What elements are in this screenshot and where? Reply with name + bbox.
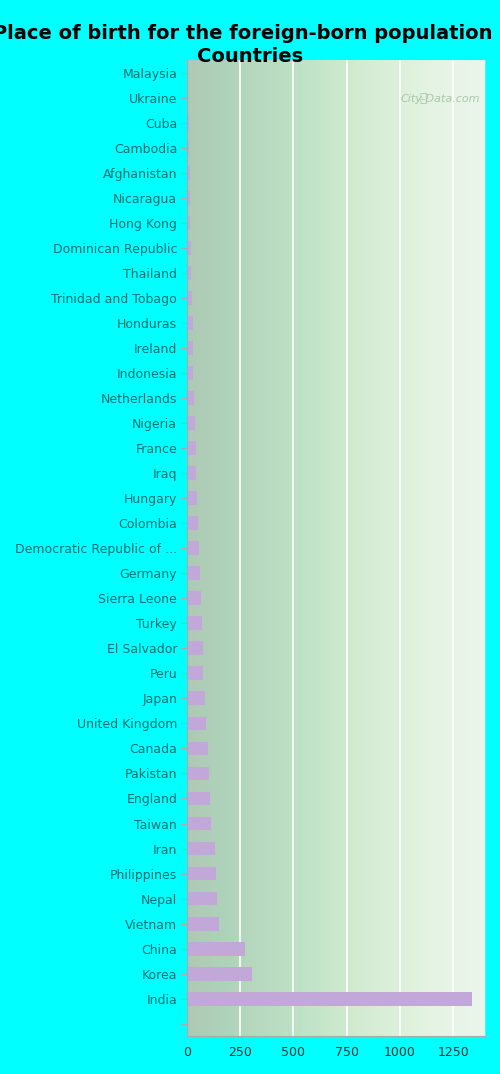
Text: City-Data.com: City-Data.com (401, 95, 480, 104)
Bar (187, 942, 246, 956)
Bar (187, 816, 212, 830)
Text: ⓘ: ⓘ (420, 92, 427, 105)
Bar (187, 91, 188, 104)
Bar (187, 891, 216, 905)
Bar (187, 541, 199, 555)
Bar (187, 667, 204, 680)
Bar (187, 917, 219, 930)
Bar (187, 116, 189, 130)
Bar (187, 967, 252, 981)
Bar (187, 792, 210, 806)
Bar (187, 141, 189, 155)
Bar (187, 692, 204, 706)
Bar (187, 767, 208, 781)
Bar (187, 616, 202, 630)
Bar (187, 867, 216, 881)
Bar (187, 641, 203, 655)
Bar (187, 741, 208, 755)
Bar (187, 592, 200, 605)
Bar (187, 241, 191, 255)
Bar (187, 466, 196, 480)
Bar (187, 517, 198, 531)
Bar (187, 366, 194, 380)
Bar (187, 992, 472, 1005)
Bar (187, 216, 190, 230)
Bar (187, 66, 188, 79)
Bar (187, 191, 190, 205)
Bar (187, 716, 206, 730)
Bar (187, 165, 190, 179)
Bar (187, 566, 200, 580)
Bar (187, 441, 196, 455)
Bar (187, 491, 197, 505)
Bar (187, 391, 194, 405)
Bar (187, 291, 192, 305)
Text: Place of birth for the foreign-born population -
Countries: Place of birth for the foreign-born popu… (0, 24, 500, 67)
Bar (187, 266, 192, 279)
Bar (187, 842, 214, 855)
Bar (187, 316, 192, 330)
Bar (187, 416, 194, 430)
Bar (187, 342, 193, 354)
